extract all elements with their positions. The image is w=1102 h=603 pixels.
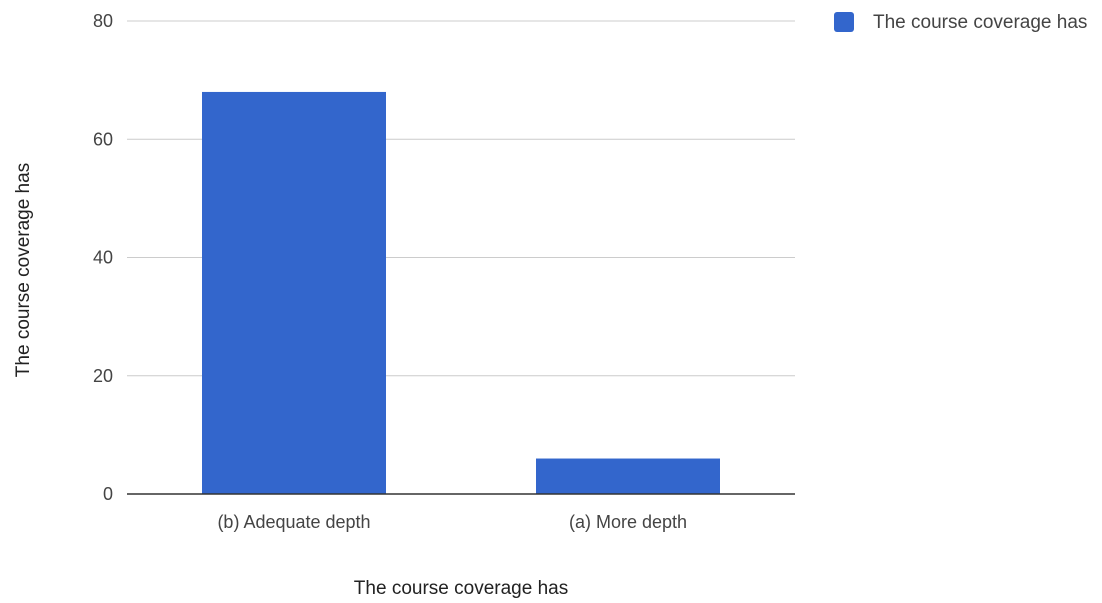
y-axis-ticks: 0 20 40 60 80 <box>93 11 113 504</box>
y-tick-label: 40 <box>93 248 113 268</box>
bars <box>202 91 720 494</box>
y-tick-label: 20 <box>93 366 113 386</box>
legend: The course coverage has <box>834 10 1094 36</box>
bar <box>202 91 386 494</box>
y-axis-title: The course coverage has <box>13 163 34 377</box>
legend-label: The course coverage has <box>873 12 1088 33</box>
x-axis-ticks: (b) Adequate depth (a) More depth <box>217 512 687 532</box>
x-tick-label: (b) Adequate depth <box>217 512 370 532</box>
legend-swatch <box>834 12 854 32</box>
bar <box>536 458 720 494</box>
y-tick-label: 60 <box>93 129 113 149</box>
x-axis-title: The course coverage has <box>354 578 568 599</box>
y-tick-label: 80 <box>93 11 113 31</box>
y-tick-label: 0 <box>103 484 113 504</box>
x-tick-label: (a) More depth <box>569 512 687 532</box>
